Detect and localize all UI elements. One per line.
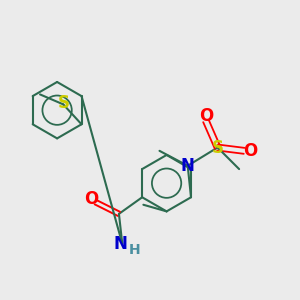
Text: O: O [85, 190, 99, 208]
Text: O: O [243, 142, 257, 160]
Text: S: S [212, 139, 224, 157]
Text: N: N [114, 235, 128, 253]
Text: O: O [199, 107, 213, 125]
Text: H: H [129, 243, 141, 257]
Text: S: S [57, 94, 69, 112]
Text: N: N [181, 157, 195, 175]
